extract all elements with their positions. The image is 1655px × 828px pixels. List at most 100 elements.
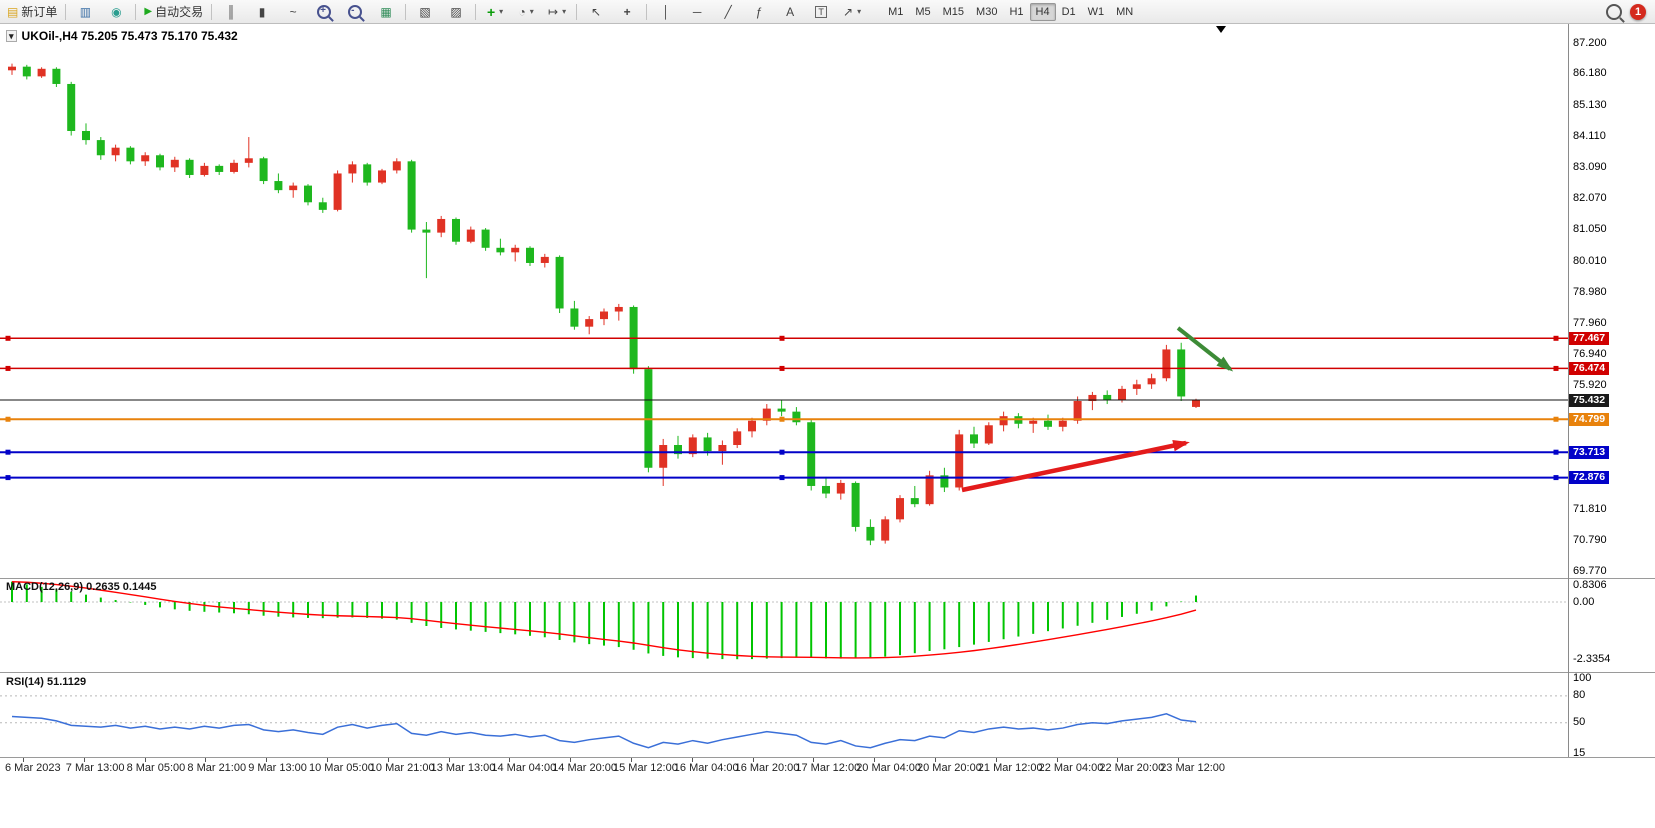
price-axis-border bbox=[1568, 24, 1569, 757]
timeframe-M30[interactable]: M30 bbox=[976, 5, 998, 18]
zoom-in-button[interactable]: + bbox=[309, 1, 339, 23]
timeframe-W1[interactable]: W1 bbox=[1087, 5, 1105, 18]
timeframe-M15[interactable]: M15 bbox=[942, 5, 965, 18]
chart-header: ▾ UKOil-,H4 75.205 75.473 75.170 75.432 bbox=[6, 29, 238, 43]
time-axis-label: 6 Mar 2023 bbox=[5, 762, 61, 774]
candle-body bbox=[614, 306, 623, 312]
price-axis-label: 70.790 bbox=[1573, 534, 1607, 547]
chart-shift-button[interactable]: ↦ ▾ bbox=[542, 1, 572, 23]
zoom-in-icon: + bbox=[317, 4, 332, 19]
crosshair-tool-button[interactable]: + bbox=[612, 1, 642, 23]
cursor-tool-button[interactable]: ↖ bbox=[581, 1, 611, 23]
fibonacci-tool-button[interactable]: ƒ bbox=[744, 1, 774, 23]
candle-body bbox=[378, 170, 386, 183]
market-watch-icon: ▥ bbox=[79, 4, 92, 19]
timeframe-D1[interactable]: D1 bbox=[1061, 5, 1076, 18]
text-label-tool-button[interactable]: T bbox=[806, 1, 836, 23]
candle-body bbox=[570, 308, 579, 327]
candle-body bbox=[1103, 394, 1112, 400]
new-order-icon: ▤ bbox=[7, 4, 19, 19]
timeframe-MN[interactable]: MN bbox=[1116, 5, 1134, 18]
candle-body bbox=[718, 445, 727, 452]
candle-body bbox=[733, 431, 742, 446]
trendline-tool-button[interactable]: ╱ bbox=[713, 1, 743, 23]
main-toolbar: ▤ 新订单 ▥ ◉ ▶ 自动交易 ║ ▮ ~ + - ▦ ▧ ▨ + ▾ ◔ ▾ ↦… bbox=[0, 0, 1655, 24]
market-watch-button[interactable]: ▥ bbox=[70, 1, 100, 23]
time-axis-label: 17 Mar 12:00 bbox=[795, 762, 861, 774]
candle-body bbox=[1044, 420, 1052, 427]
vertical-line-tool-button[interactable]: │ bbox=[651, 1, 681, 23]
add-indicator-button[interactable]: + ▾ bbox=[480, 1, 510, 23]
candlestick-icon: ▮ bbox=[258, 4, 266, 19]
candle-body bbox=[67, 83, 76, 131]
tile-windows-button[interactable]: ▦ bbox=[371, 1, 401, 23]
price-badge: 76.474 bbox=[1569, 361, 1610, 375]
candle-body bbox=[807, 422, 816, 486]
price-axis-label: 83.090 bbox=[1573, 161, 1607, 174]
line-handle bbox=[779, 416, 785, 422]
candle-body bbox=[289, 185, 298, 191]
time-axis-tick bbox=[205, 758, 207, 762]
time-axis-label: 7 Mar 13:00 bbox=[65, 762, 125, 774]
candle-body bbox=[170, 159, 179, 168]
time-axis-tick bbox=[935, 758, 936, 762]
search-icon[interactable] bbox=[1606, 3, 1622, 20]
text-tool-button[interactable]: A bbox=[775, 1, 805, 23]
candle-body bbox=[200, 165, 209, 175]
data-window-button[interactable]: ◉ bbox=[101, 1, 131, 23]
arrange-charts-icon: ▧ bbox=[419, 4, 431, 19]
time-axis-tick bbox=[387, 758, 389, 762]
rsi-pane[interactable] bbox=[0, 673, 1568, 757]
candle-body bbox=[822, 485, 830, 494]
time-axis-label: 14 Mar 04:00 bbox=[491, 762, 557, 774]
tile-windows-icon: ▦ bbox=[380, 4, 392, 19]
arrows-tool-icon: ↗ bbox=[843, 4, 854, 19]
period-button[interactable]: ◔ ▾ bbox=[511, 1, 541, 23]
pane-separator[interactable] bbox=[0, 672, 1655, 673]
line-chart-icon: ~ bbox=[289, 4, 297, 19]
arrows-tool-button[interactable]: ↗ ▾ bbox=[837, 1, 867, 23]
time-axis-tick bbox=[83, 758, 85, 762]
price-chart[interactable] bbox=[0, 24, 1568, 578]
bar-chart-button[interactable]: ║ bbox=[216, 1, 246, 23]
toolbar-separator bbox=[405, 3, 407, 20]
pane-separator[interactable] bbox=[0, 757, 1655, 758]
notification-badge[interactable]: 1 bbox=[1630, 3, 1646, 20]
cascade-charts-button[interactable]: ▨ bbox=[441, 1, 471, 23]
timeframe-M1[interactable]: M1 bbox=[888, 5, 904, 18]
horizontal-line-tool-button[interactable]: ─ bbox=[682, 1, 712, 23]
candle-body bbox=[688, 437, 697, 455]
text-label-icon: T bbox=[815, 5, 827, 18]
rsi-scale-label: 100 bbox=[1573, 671, 1592, 684]
price-axis-label: 78.980 bbox=[1573, 285, 1607, 298]
timeframe-H1[interactable]: H1 bbox=[1009, 5, 1024, 18]
time-axis-label: 20 Mar 20:00 bbox=[917, 762, 982, 774]
candlestick-chart-button[interactable]: ▮ bbox=[247, 1, 277, 23]
horizontal-line-icon: ─ bbox=[692, 4, 702, 19]
time-axis-tick bbox=[327, 758, 328, 762]
macd-pane[interactable] bbox=[0, 579, 1568, 672]
candle-body bbox=[703, 437, 712, 452]
macd-scale-label: 0.00 bbox=[1573, 595, 1595, 608]
line-chart-button[interactable]: ~ bbox=[278, 1, 308, 23]
chevron-down-icon: ▾ bbox=[499, 7, 504, 16]
timeframe-H4[interactable]: H4 bbox=[1029, 2, 1056, 21]
time-axis-label: 8 Mar 05:00 bbox=[126, 762, 186, 774]
auto-trading-button[interactable]: ▶ 自动交易 bbox=[140, 1, 207, 23]
chart-menu-icon[interactable]: ▾ bbox=[6, 30, 17, 42]
time-axis-label: 20 Mar 04:00 bbox=[856, 762, 922, 774]
new-order-button[interactable]: ▤ 新订单 bbox=[3, 1, 61, 23]
candle-body bbox=[910, 498, 919, 505]
timeframe-M5[interactable]: M5 bbox=[915, 5, 931, 18]
candle-body bbox=[437, 218, 446, 233]
pane-separator[interactable] bbox=[0, 578, 1655, 579]
rsi-scale-label: 50 bbox=[1573, 716, 1586, 729]
time-axis-tick bbox=[1178, 758, 1180, 762]
candle-body bbox=[185, 159, 194, 175]
candle-body bbox=[215, 165, 224, 172]
candle-body bbox=[1029, 420, 1038, 424]
time-axis-label: 13 Mar 13:00 bbox=[430, 762, 496, 774]
arrange-charts-button[interactable]: ▧ bbox=[410, 1, 440, 23]
zoom-out-button[interactable]: - bbox=[340, 1, 370, 23]
candle-body bbox=[452, 218, 460, 242]
